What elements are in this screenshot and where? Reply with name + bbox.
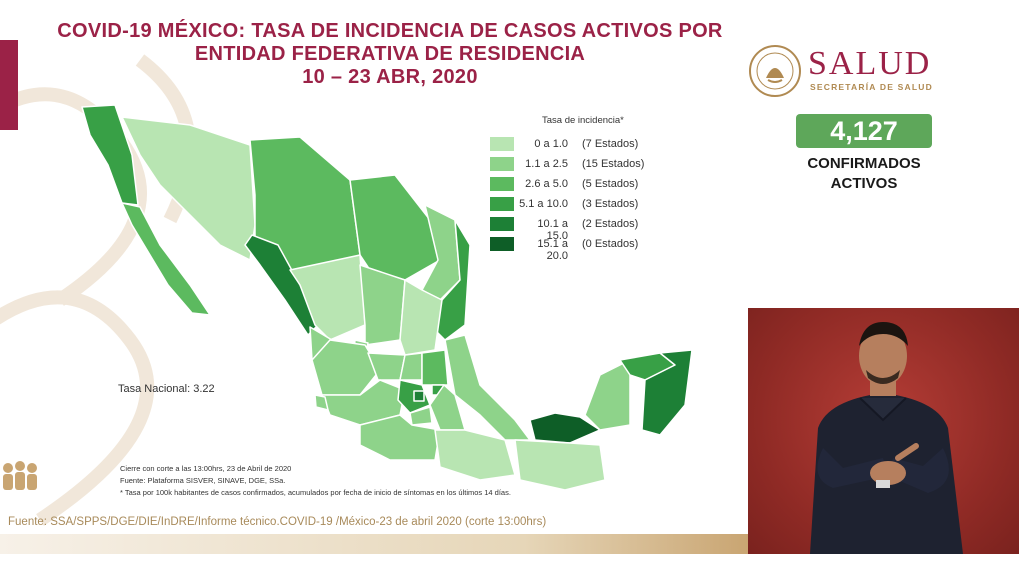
logo-wordmark: SALUD: [808, 45, 932, 82]
legend-item: 15.1 a 20.0 (0 Estados): [490, 237, 680, 262]
state-baja-california-sur: [121, 202, 211, 316]
legend-count: (7 Estados): [582, 138, 639, 150]
title-line-2: ENTIDAD FEDERATIVA DE RESIDENCIA: [194, 43, 586, 65]
active-cases-label: CONFIRMADOS ACTIVOS: [775, 154, 953, 194]
state-quintana-roo: [641, 349, 693, 436]
state-morelos: [409, 406, 433, 426]
legend-range: 10.1 a 15.0: [537, 218, 568, 242]
legend-range: 15.1 a 20.0: [537, 238, 568, 262]
state-veracruz: [444, 334, 531, 441]
legend-item: 5.1 a 10.0 (3 Estados): [490, 197, 680, 213]
legend-swatch: [490, 177, 514, 191]
active-cases-count: 4,127: [796, 114, 932, 148]
state-sinaloa: [244, 234, 319, 336]
legend-count: (5 Estados): [582, 178, 639, 190]
brand-stripe: [0, 40, 18, 130]
legend-swatch: [490, 137, 514, 151]
legend-count: (2 Estados): [582, 218, 639, 230]
national-rate: Tasa Nacional: 3.22: [118, 383, 215, 395]
salud-logo: SALUD SECRETARÍA DE SALUD: [748, 44, 948, 100]
active-cases-label-line-2: ACTIVOS: [830, 175, 898, 192]
state-hidalgo: [421, 349, 449, 386]
legend-swatch: [490, 157, 514, 171]
legend-range: 0 a 1.0: [534, 138, 568, 150]
legend-item: 10.1 a 15.0 (2 Estados): [490, 217, 680, 242]
heroes-emblem-icon: [3, 461, 37, 490]
interpreter-figure: [810, 322, 963, 554]
active-cases-label-line-1: CONFIRMADOS: [807, 155, 921, 172]
legend-title: Tasa de incidencia*: [542, 115, 624, 126]
national-seal-icon: [749, 45, 801, 97]
mexico-incidence-map: [81, 104, 693, 490]
state-baja-california: [81, 104, 139, 206]
legend-range: 5.1 a 10.0: [519, 198, 568, 210]
legend-swatch: [490, 237, 514, 251]
state-oaxaca: [434, 429, 516, 481]
legend-count: (3 Estados): [582, 198, 639, 210]
logo-subtitle: SECRETARÍA DE SALUD: [810, 82, 933, 92]
source-footer: Fuente: SSA/SPPS/DGE/DIE/InDRE/Informe t…: [8, 516, 547, 528]
state-coahuila: [349, 174, 441, 281]
legend-item: 2.6 a 5.0 (5 Estados): [490, 177, 680, 193]
title-line-1: COVID-19 MÉXICO: TASA DE INCIDENCIA DE C…: [57, 20, 723, 42]
notes-footnote: * Tasa por 100k habitantes de casos conf…: [120, 488, 511, 497]
state-colima: [314, 394, 329, 411]
title-line-3: 10 – 23 ABR, 2020: [302, 66, 478, 88]
legend-item: 0 a 1.0 (7 Estados): [490, 137, 680, 153]
state-campeche: [584, 359, 631, 431]
legend-item: 1.1 a 2.5 (15 Estados): [490, 157, 680, 173]
footer-bar: [0, 534, 748, 554]
notes-source: Fuente: Plataforma SISVER, SINAVE, DGE, …: [120, 476, 286, 485]
legend-range: 2.6 a 5.0: [525, 178, 568, 190]
state-sonora: [121, 116, 256, 261]
legend-swatch: [490, 197, 514, 211]
state-chiapas: [514, 439, 606, 490]
legend-swatch: [490, 217, 514, 231]
legend-count: (0 Estados): [582, 238, 639, 250]
state-cdmx: [413, 390, 425, 402]
legend-count: (15 Estados): [582, 158, 645, 170]
sign-language-interpreter-video: [748, 308, 1019, 554]
notes-cutoff: Cierre con corte a las 13:00hrs, 23 de A…: [120, 464, 292, 473]
map-notes: Cierre con corte a las 13:00hrs, 23 de A…: [120, 463, 511, 499]
state-san-luis-potosi: [399, 279, 443, 356]
page-title: COVID-19 MÉXICO: TASA DE INCIDENCIA DE C…: [20, 20, 760, 89]
state-zacatecas: [359, 264, 406, 346]
legend-range: 1.1 a 2.5: [525, 158, 568, 170]
